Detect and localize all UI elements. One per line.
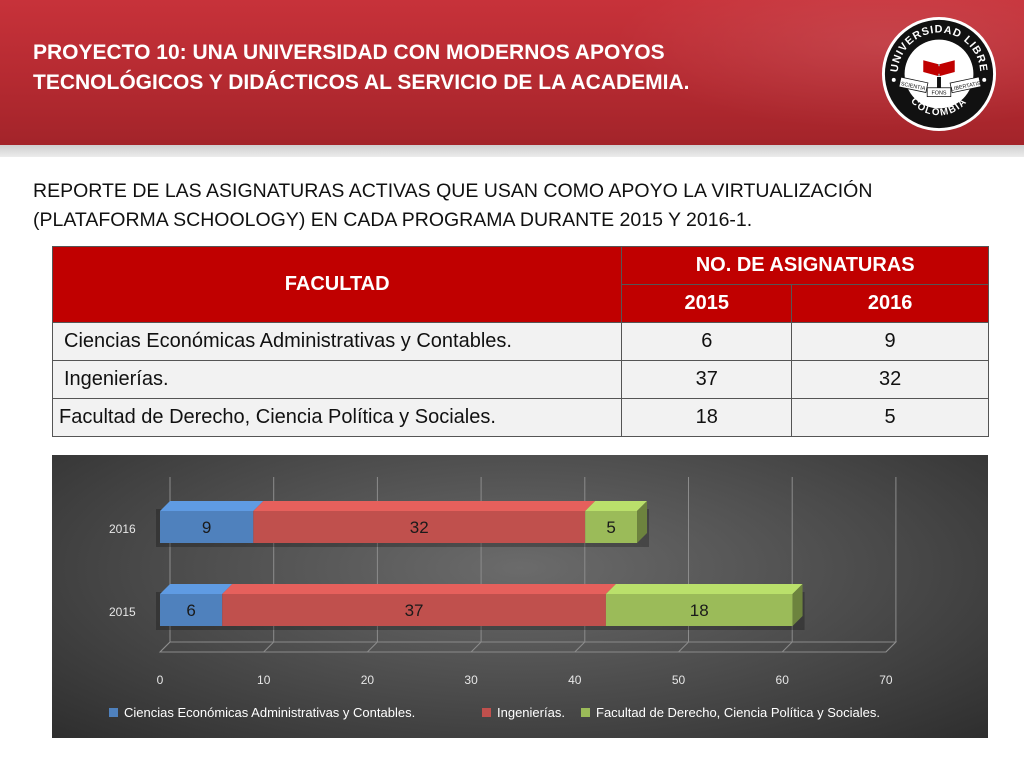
y-category-label: 2016: [109, 522, 136, 536]
chart-gridline-floor: [781, 641, 793, 653]
bar-segment-top: [253, 501, 596, 511]
x-tick-label: 10: [257, 673, 271, 687]
x-tick-label: 30: [464, 673, 478, 687]
chart-floor: [158, 641, 898, 653]
bar-segment-side: [637, 501, 648, 543]
row-facultad-name: Facultad de Derecho, Ciencia Política y …: [51, 398, 623, 437]
bar-segment: [160, 511, 254, 543]
chart-gridline-floor: [885, 641, 897, 653]
chart-gridline-floor: [574, 641, 586, 653]
x-tick-label: 0: [157, 673, 164, 687]
chart-gridline-floor: [470, 641, 482, 653]
table-row: Ciencias Económicas Administrativas y Co…: [51, 322, 989, 361]
logo-ribbon-left: SCIENTIA: [900, 81, 926, 92]
y-category-label: 2015: [109, 605, 136, 619]
logo-ribbon-center: FONS: [932, 91, 947, 97]
table-row: Ingenierías. 37 32: [51, 360, 989, 399]
row-value-2016: 5: [791, 398, 989, 437]
chart-gridline-floor: [367, 641, 378, 653]
logo-stars: [891, 77, 987, 82]
bar-data-label: 37: [405, 601, 424, 620]
chart-gridline-floor: [263, 641, 275, 653]
asignaturas-table: FACULTAD NO. DE ASIGNATURAS 2015 2016 Ci…: [51, 246, 989, 437]
legend-swatch: [109, 708, 118, 717]
header-no-asignaturas: NO. DE ASIGNATURAS: [621, 246, 989, 285]
header-facultad: FACULTAD: [51, 246, 623, 323]
x-tick-label: 40: [568, 673, 582, 687]
universidad-libre-logo: UNIVERSIDAD LIBRE COLOMBIA SCIENTIA FONS…: [881, 16, 997, 132]
subtitle-line-2: (PLATAFORMA SCHOOLOGY) EN CADA PROGRAMA …: [33, 209, 753, 231]
subtitle-line-1: REPORTE DE LAS ASIGNATURAS ACTIVAS QUE U…: [33, 180, 873, 202]
legend-label: Ingenierías.: [497, 705, 565, 720]
bar-data-label: 5: [606, 518, 615, 537]
legend-label: Ciencias Económicas Administrativas y Co…: [124, 705, 415, 720]
bar-segment: [222, 594, 606, 626]
stacked-bar-chart: 0 10 20 30 40 50 60 70 2015 6 37 18 2016 9 32 5 Ciencias…: [52, 455, 988, 738]
header-year-2016: 2016: [791, 284, 989, 323]
legend-label: Facultad de Derecho, Ciencia Política y …: [596, 705, 880, 720]
bar-data-label: 9: [202, 518, 211, 537]
x-tick-label: 50: [672, 673, 686, 687]
chart-gridline-floor: [678, 641, 689, 653]
table-year-row: 2015 2016: [53, 284, 989, 323]
chart-gridline-floor: [159, 641, 171, 653]
bar-segment-top: [222, 584, 616, 594]
row-value-2015: 37: [621, 360, 793, 399]
row-value-2015: 18: [621, 398, 793, 437]
bar-segment: [253, 511, 586, 543]
title-line-1: PROYECTO 10: UNA UNIVERSIDAD CON MODERNO…: [33, 41, 665, 64]
x-tick-label: 60: [776, 673, 790, 687]
slide-title: PROYECTO 10: UNA UNIVERSIDAD CON MODERNO…: [33, 38, 833, 98]
bar-data-label: 6: [186, 601, 195, 620]
x-tick-label: 70: [879, 673, 893, 687]
header-year-2015: 2015: [621, 284, 793, 323]
row-value-2016: 32: [791, 360, 989, 399]
table-header-row: FACULTAD NO. DE ASIGNATURAS: [51, 246, 989, 323]
bar-segment-top: [160, 501, 264, 511]
book-icon: [923, 60, 955, 76]
row-value-2015: 6: [621, 322, 793, 361]
table-row: Facultad de Derecho, Ciencia Política y …: [51, 398, 989, 437]
bar-segment-top: [160, 584, 233, 594]
bar-segment: [585, 511, 638, 543]
row-value-2016: 9: [791, 322, 989, 361]
row-facultad-name: Ciencias Económicas Administrativas y Co…: [51, 322, 623, 361]
legend-swatch: [482, 708, 491, 717]
bar-data-label: 32: [410, 518, 429, 537]
bar-segment: [160, 594, 223, 626]
bar-segment-side: [792, 584, 803, 626]
bar-segment-top: [605, 584, 803, 594]
bar-data-label: 18: [690, 601, 709, 620]
bar-segment-top: [585, 501, 648, 511]
chart-canvas: 0 10 20 30 40 50 60 70 2015 6 37 18 2016 9 32 5 Ciencias…: [109, 477, 898, 720]
title-line-2: TECNOLÓGICOS Y DIDÁCTICOS AL SERVICIO DE…: [33, 71, 690, 94]
report-subtitle: REPORTE DE LAS ASIGNATURAS ACTIVAS QUE U…: [33, 177, 983, 235]
torch-icon: [937, 65, 941, 91]
x-tick-label: 20: [361, 673, 375, 687]
legend-swatch: [581, 708, 590, 717]
row-facultad-name: Ingenierías.: [51, 360, 623, 399]
bar-segment: [605, 594, 793, 626]
header-divider-band: [0, 145, 1024, 157]
